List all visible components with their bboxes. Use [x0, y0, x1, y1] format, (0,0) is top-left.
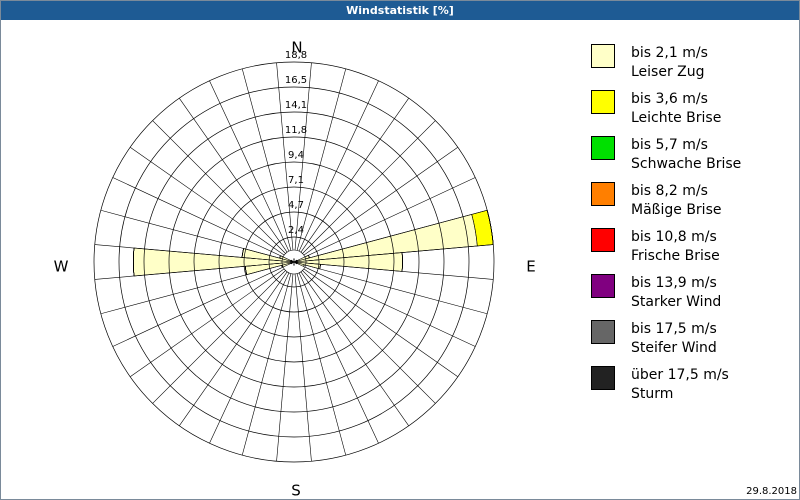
compass-label: W: [54, 258, 69, 276]
legend-label: bis 2,1 m/s: [631, 45, 708, 61]
spoke: [100, 209, 283, 260]
compass-label: N: [291, 39, 302, 57]
ring-label: 16,5: [285, 75, 307, 86]
legend-description: Sturm: [631, 386, 673, 402]
spoke: [305, 244, 494, 262]
legend-description: Steifer Wind: [631, 340, 717, 356]
ring-label: 18,8: [285, 50, 307, 61]
legend-swatch: [591, 44, 615, 68]
legend-swatch: [591, 182, 615, 206]
spoke: [241, 273, 292, 456]
spoke: [298, 80, 379, 252]
spoke: [298, 272, 379, 444]
legend-description: Schwache Brise: [631, 156, 741, 172]
ring-label: 4,7: [288, 200, 304, 211]
ring-label: 11,8: [285, 125, 307, 136]
petal: [303, 264, 305, 267]
spoke: [276, 273, 294, 462]
spoke: [179, 271, 288, 427]
spoke: [296, 68, 347, 251]
legend-swatch: [591, 274, 615, 298]
spoke: [294, 62, 312, 251]
spoke: [302, 120, 436, 254]
spoke: [304, 177, 476, 258]
spoke: [112, 177, 284, 258]
compass-label: E: [526, 258, 535, 276]
grid-ring: [193, 161, 395, 363]
grid-ring: [93, 61, 495, 463]
spoke: [129, 268, 285, 377]
spoke: [300, 271, 409, 427]
title-bar: Windstatistik [%]: [1, 1, 799, 20]
ring-label: 2,4: [288, 225, 304, 236]
spoke: [209, 272, 290, 444]
spoke: [294, 273, 312, 462]
spoke: [305, 264, 488, 315]
spoke: [112, 266, 284, 347]
legend-swatch: [591, 136, 615, 160]
spoke: [305, 262, 494, 280]
chart: 29.8.2018 2,4 4,7 7,1 9,4 11,8 14,1 16,5 18,8N E…: [54, 39, 797, 500]
legend-swatch: [591, 366, 615, 390]
spoke: [94, 244, 283, 262]
grid-ring: [268, 236, 320, 288]
legend-label: bis 17,5 m/s: [631, 321, 717, 337]
legend-description: Leichte Brise: [631, 110, 721, 126]
spoke: [152, 120, 286, 254]
legend-description: Frische Brise: [631, 248, 720, 264]
compass-label: S: [291, 482, 301, 500]
legend-description: Mäßige Brise: [631, 202, 721, 218]
grid: 2,4 4,7 7,1 9,4 11,8 14,1 16,5 18,8: [93, 50, 495, 463]
legend-label: bis 13,9 m/s: [631, 275, 717, 291]
grid-ring: [168, 136, 420, 388]
grid-ring: [243, 211, 345, 313]
spoke: [296, 273, 347, 456]
petal: [133, 247, 295, 277]
legend-description: Starker Wind: [631, 294, 721, 310]
legend-label: über 17,5 m/s: [631, 367, 729, 383]
legend-swatch: [591, 320, 615, 344]
spoke: [303, 268, 459, 377]
grid-ring: [218, 186, 370, 338]
legend-label: bis 5,7 m/s: [631, 137, 708, 153]
ring-label: 9,4: [288, 150, 304, 161]
legend-label: bis 8,2 m/s: [631, 183, 708, 199]
date: 29.8.2018: [746, 486, 797, 497]
ring-label: 14,1: [285, 100, 307, 111]
spoke: [100, 264, 283, 315]
spoke: [303, 147, 459, 256]
legend-swatch: [591, 90, 615, 114]
spoke: [152, 270, 286, 404]
spoke: [300, 97, 409, 253]
legend-label: bis 3,6 m/s: [631, 91, 708, 107]
spoke: [241, 68, 292, 251]
legend-swatch: [591, 228, 615, 252]
spoke: [302, 270, 436, 404]
spoke: [94, 262, 283, 280]
legend-label: bis 10,8 m/s: [631, 229, 717, 245]
spoke: [129, 147, 285, 256]
grid-ring: [118, 86, 470, 438]
ring-label: 7,1: [288, 175, 304, 186]
spoke: [209, 80, 290, 252]
spoke: [179, 97, 288, 253]
spoke: [304, 266, 476, 347]
spoke: [276, 62, 294, 251]
calm-circle: [281, 249, 307, 275]
legend-description: Leiser Zug: [631, 64, 705, 80]
grid-ring: [143, 111, 445, 413]
spoke: [305, 209, 488, 260]
